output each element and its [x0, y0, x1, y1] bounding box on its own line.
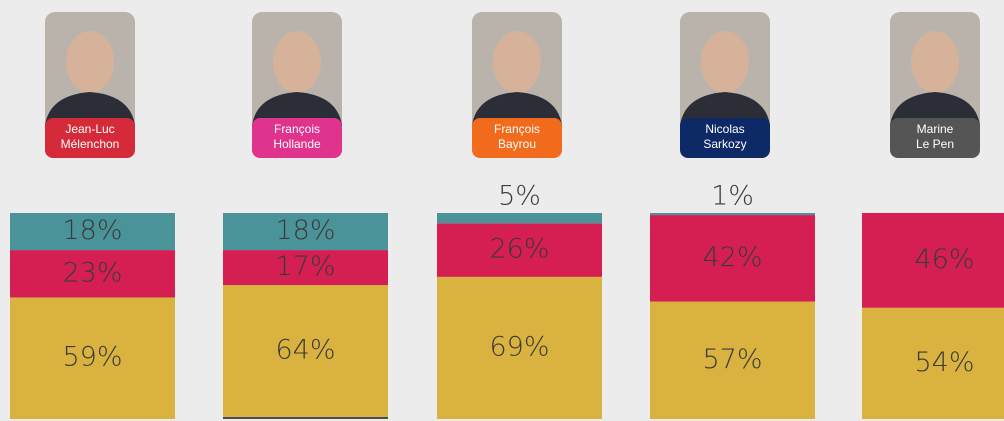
value-label: 46% [914, 244, 974, 275]
candidate-name: Marine [917, 122, 954, 136]
photo-suit [45, 92, 135, 125]
candidate-name: François [274, 122, 320, 136]
candidate-name: Mélenchon [61, 137, 120, 151]
candidate-name: Le Pen [916, 137, 954, 151]
value-label: 69% [489, 331, 549, 362]
bar-segment [650, 301, 815, 419]
bar-segment [862, 307, 1004, 419]
candidate-name: Hollande [273, 137, 321, 151]
bar-segment [10, 213, 175, 251]
bar-segment [223, 250, 388, 286]
candidate-cards: Jean-LucMélenchonFrançoisHollandeFrançoi… [45, 12, 980, 158]
bar-segment [650, 213, 815, 216]
value-label: 18% [62, 215, 122, 246]
name-tag [472, 118, 562, 158]
value-label: 17% [275, 251, 335, 282]
bars: 59%23%18%1%64%17%18%69%26%5%57%42%1%54%4… [10, 181, 1004, 419]
candidate-name: Jean-Luc [65, 122, 114, 136]
bar-segment [862, 213, 1004, 308]
value-label: 54% [914, 347, 974, 378]
photo-face [701, 31, 749, 93]
value-label: 23% [62, 257, 122, 288]
name-tag [680, 118, 770, 158]
value-label: 18% [275, 215, 335, 246]
photo-face [66, 31, 114, 93]
photo-suit [252, 92, 342, 125]
photo-face [273, 31, 321, 93]
bar-segment [10, 250, 175, 298]
photo-suit [890, 92, 980, 125]
photo-face [911, 31, 959, 93]
name-tag [45, 118, 135, 158]
value-label: 26% [489, 234, 549, 265]
photo-suit [680, 92, 770, 125]
value-label: 42% [702, 242, 762, 273]
value-label: 64% [275, 335, 335, 366]
name-tag [252, 118, 342, 158]
candidate-name: François [494, 122, 540, 136]
bar-segment [223, 213, 388, 251]
candidate-name: Sarkozy [703, 137, 746, 151]
bar-segment [223, 416, 388, 419]
photo-suit [472, 92, 562, 125]
bar-segment [10, 297, 175, 419]
name-tag [890, 118, 980, 158]
value-label: 59% [62, 342, 122, 373]
bar-segment [223, 285, 388, 417]
candidate-name: Nicolas [705, 122, 744, 136]
bar-segment [437, 276, 602, 419]
bar-segment [650, 215, 815, 302]
photo-face [493, 31, 541, 93]
value-label: 5% [498, 181, 541, 212]
value-label: 57% [702, 344, 762, 375]
bar-segment [437, 213, 602, 224]
value-label: 1% [711, 181, 754, 212]
bar-segment [437, 223, 602, 277]
candidate-name: Bayrou [498, 137, 536, 151]
